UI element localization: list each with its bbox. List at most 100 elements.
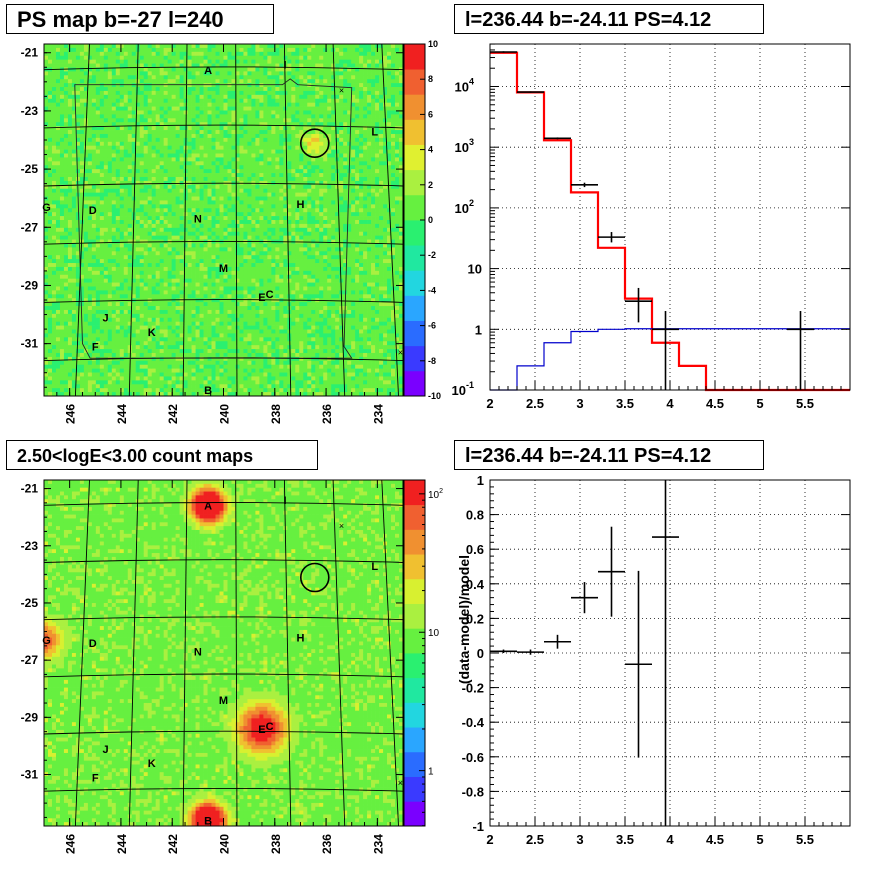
ps-map-source-label-f: F: [92, 342, 99, 354]
ps-map-cells: [44, 44, 404, 397]
ps-map-source-label-j: J: [102, 312, 108, 324]
ps-colorbar-tick-label: -8: [428, 356, 436, 366]
spectrum-x-tick-label: 5.5: [796, 396, 814, 411]
residual-plot: 2 2.5 3 3.5 4 4.5 5 5.5 1 0.8 0.6 0.4 0.2 0 -0.2 -0.4 -0…: [456, 473, 851, 847]
count-map-y-tick-label: -27: [21, 653, 39, 667]
spectrum-y-tick-label: 10: [468, 262, 482, 277]
residual-title: l=236.44 b=-24.11 PS=4.12: [454, 440, 764, 470]
residual-y-tick-label: -1: [472, 819, 484, 834]
ps-colorbar-bin: [404, 169, 425, 196]
residual-y-tick-label: -0.2: [462, 681, 484, 696]
count-map-longitude-line: [74, 479, 90, 827]
count-colorbar-bin: [404, 554, 425, 580]
residual-x-tick-label: 4: [666, 832, 674, 847]
count-colorbar-tick-label: 10: [428, 628, 440, 639]
count-colorbar-bin: [404, 653, 425, 679]
count-map-longitude-line: [182, 479, 188, 827]
ps-map-x-tick-label: 234: [371, 404, 385, 424]
ps-map-longitude-line: [332, 43, 346, 397]
spectrum-data-points: [490, 51, 814, 390]
ps-map-ps-circle: [299, 128, 330, 158]
ps-map-source-label-a: A: [204, 65, 212, 77]
ps-map-source-label-b: B: [204, 385, 212, 397]
count-map-title: 2.50<logE<3.00 count maps: [6, 440, 318, 470]
count-colorbar-bin: [404, 603, 425, 629]
ps-map-x-tick-label: 238: [269, 404, 283, 424]
count-colorbar-bin: [404, 504, 425, 530]
ps-colorbar-tick-label: -4: [428, 285, 436, 295]
residual-x-tick-label: 5: [756, 832, 763, 847]
count-map-source-label-e: E: [258, 724, 265, 736]
spectrum-x-tick-label: 4.5: [706, 396, 724, 411]
spectrum-x-tick-label: 3.5: [616, 396, 634, 411]
ps-colorbar-tick-label: 10: [428, 39, 438, 49]
ps-colorbar-bin: [404, 220, 425, 246]
ps-map-y-tick-label: -25: [21, 162, 39, 176]
count-map-source-label-h: H: [296, 632, 304, 644]
count-colorbar-bin: [404, 751, 425, 777]
ps-map-source-label-k: K: [148, 327, 156, 339]
ps-map-longitude-line: [235, 43, 238, 397]
spectrum-x-tick-label: 4: [666, 396, 674, 411]
spectrum-x-tick-label: 5: [756, 396, 763, 411]
ps-map-longitude-line: [182, 43, 188, 397]
count-colorbar-bin: [404, 702, 425, 728]
count-map-source-label-c: C: [266, 721, 274, 733]
ps-map-roi-outline: [74, 78, 353, 359]
residual-y-tick-label: 0.4: [466, 577, 485, 592]
count-map-x-tick-label: 234: [371, 834, 385, 854]
count-map-longitude-line: [381, 479, 399, 827]
ps-map-latitude-line: [43, 240, 404, 245]
count-map: × × A I L G D N H M E C J K F B -21 -23 -25 -27 -29 -31 246 244…: [21, 479, 404, 854]
residual-x-tick-label: 3: [576, 832, 583, 847]
count-map-y-tick-label: -29: [21, 710, 39, 724]
count-map-source-label-j: J: [102, 744, 108, 756]
ps-colorbar-bin: [404, 144, 425, 171]
ps-map-title: PS map b=-27 l=240: [6, 4, 274, 34]
spectrum-y-tick-label: 1: [475, 322, 482, 337]
ps-colorbar-bin: [404, 119, 425, 145]
count-map-source-label-k: K: [148, 758, 156, 770]
ps-colorbar-tick-label: 0: [428, 215, 433, 225]
ps-map-latitude-line: [43, 299, 404, 303]
residual-y-tick-label: 0.8: [466, 508, 484, 523]
count-map-source-label-g: G: [42, 635, 51, 647]
residual-y-tick-label: 0: [477, 646, 484, 661]
spectrum-x-tick-label: 2.5: [526, 396, 544, 411]
ps-map-coord-grid: [43, 43, 404, 397]
ps-colorbar-tick-label: 8: [428, 74, 433, 84]
ps-map-longitude-line: [128, 43, 139, 397]
ps-colorbar-bin: [404, 44, 425, 70]
ps-colorbar-bin: [404, 345, 425, 372]
residual-x-tick-label: 5.5: [796, 832, 814, 847]
ps-map-source-label-c: C: [266, 289, 274, 301]
count-map-latitude-line: [43, 502, 404, 506]
count-colorbar-bin: [404, 677, 425, 703]
ps-colorbar-tick-label: 4: [428, 145, 433, 155]
ps-map-longitude-line: [74, 43, 90, 397]
count-map-y-tick-label: -23: [21, 539, 39, 553]
count-map-latitude-line: [43, 673, 404, 678]
count-map-x-tick-label: 246: [64, 834, 78, 854]
ps-colorbar-bin: [404, 245, 425, 271]
residual-grid: [489, 479, 850, 827]
count-map-y-tick-label: -31: [21, 768, 39, 782]
residual-x-tick-label: 4.5: [706, 832, 724, 847]
ps-colorbar-bin: [404, 94, 425, 120]
count-colorbar-bin: [404, 727, 425, 753]
ps-colorbar-tick-label: 6: [428, 109, 433, 119]
ps-map-source-label-d: D: [89, 205, 97, 217]
ps-map-y-tick-label: -29: [21, 278, 39, 292]
ps-map-x-tick-label: 244: [115, 404, 129, 424]
ps-colorbar-tick-label: -2: [428, 250, 436, 260]
count-colorbar-bin: [404, 480, 425, 506]
count-map-latitude-line: [43, 787, 404, 792]
ps-map-latitude-line: [43, 182, 404, 187]
ps-map-source-label-h: H: [296, 199, 304, 211]
count-map-y-tick-label: -21: [21, 482, 39, 496]
ps-map-x-tick-label: 242: [166, 404, 180, 424]
count-map-x-tick-label: 244: [115, 834, 129, 854]
spectrum-y-tick-label: 104: [455, 76, 474, 94]
ps-map-source-label-g: G: [42, 202, 51, 214]
ps-colorbar: 10 8 6 4 2 0 -2 -4 -6 -8 -10: [403, 39, 441, 401]
